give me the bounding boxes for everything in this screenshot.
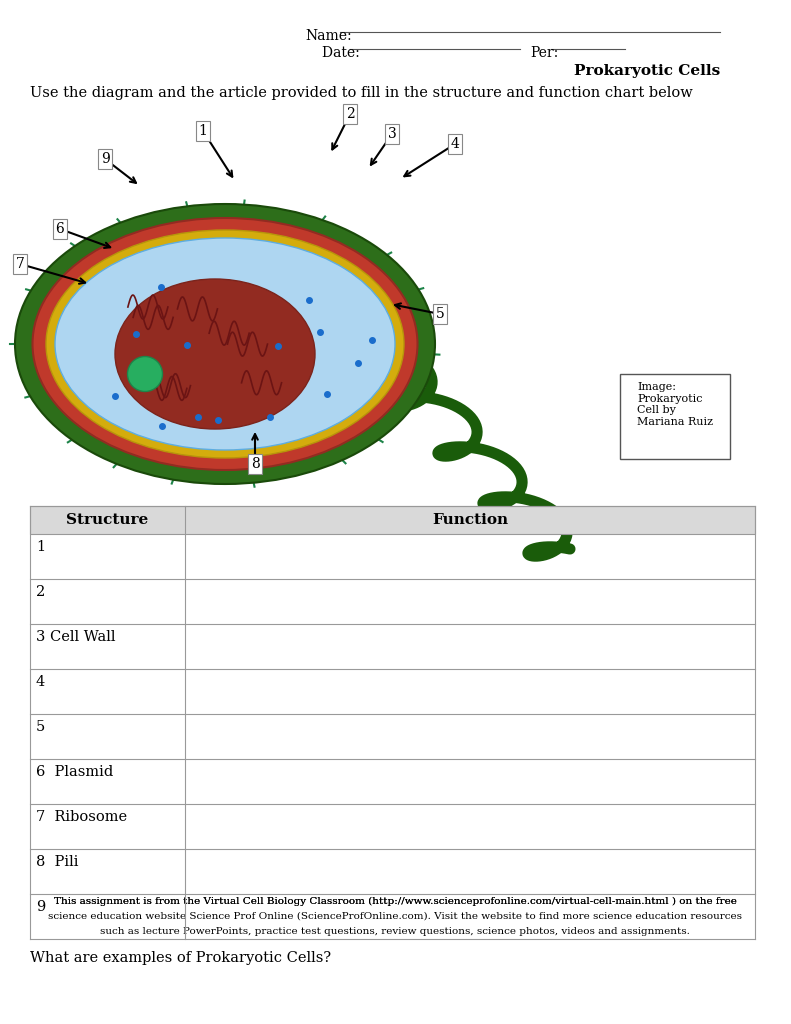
Text: 2: 2	[36, 585, 45, 599]
Text: 4: 4	[451, 137, 460, 151]
Text: Per:: Per:	[530, 46, 558, 60]
Text: 3: 3	[388, 127, 396, 141]
Text: Prokaryotic Cells: Prokaryotic Cells	[573, 63, 720, 78]
Text: 1: 1	[36, 540, 45, 554]
Text: science education website Science Prof Online (ScienceProfOnline.com). Visit the: science education website Science Prof O…	[48, 912, 742, 921]
Ellipse shape	[32, 218, 418, 470]
Text: Use the diagram and the article provided to fill in the structure and function c: Use the diagram and the article provided…	[30, 86, 693, 100]
Text: 7: 7	[16, 257, 25, 271]
Text: 3 Cell Wall: 3 Cell Wall	[36, 630, 115, 644]
Ellipse shape	[55, 238, 395, 450]
Text: 9: 9	[100, 152, 109, 166]
Text: 8: 8	[251, 457, 259, 471]
Ellipse shape	[115, 279, 315, 429]
Text: 6: 6	[55, 222, 64, 236]
Text: Structure: Structure	[66, 513, 149, 527]
Text: such as lecture PowerPoints, practice test questions, review questions, science : such as lecture PowerPoints, practice te…	[100, 927, 690, 936]
Text: Image:
Prokaryotic
Cell by
Mariana Ruiz: Image: Prokaryotic Cell by Mariana Ruiz	[637, 382, 713, 427]
Text: Date:: Date:	[322, 46, 364, 60]
Text: 4: 4	[36, 675, 45, 689]
Text: This assignment is from the Virtual Cell Biology Classroom (http://www.sciencepr: This assignment is from the Virtual Cell…	[54, 897, 736, 906]
Text: 2: 2	[346, 106, 354, 121]
Ellipse shape	[127, 356, 162, 391]
Bar	[30, 506, 755, 534]
Ellipse shape	[15, 204, 435, 484]
Text: 5: 5	[36, 720, 45, 734]
Text: 7  Ribosome: 7 Ribosome	[36, 810, 127, 824]
Text: 8  Pili: 8 Pili	[36, 855, 78, 869]
Text: 5: 5	[436, 307, 445, 321]
Bar	[620, 374, 730, 459]
Ellipse shape	[46, 230, 404, 458]
Text: This assignment is from the Virtual Cell Biology Classroom (http://www.sciencepr: This assignment is from the Virtual Cell…	[54, 897, 736, 906]
Text: What are examples of Prokaryotic Cells?: What are examples of Prokaryotic Cells?	[30, 951, 331, 965]
Text: 9: 9	[36, 900, 45, 914]
Text: 6  Plasmid: 6 Plasmid	[36, 765, 113, 779]
Text: Name:: Name:	[305, 29, 352, 43]
Text: Function: Function	[432, 513, 508, 527]
Text: 1: 1	[199, 124, 207, 138]
